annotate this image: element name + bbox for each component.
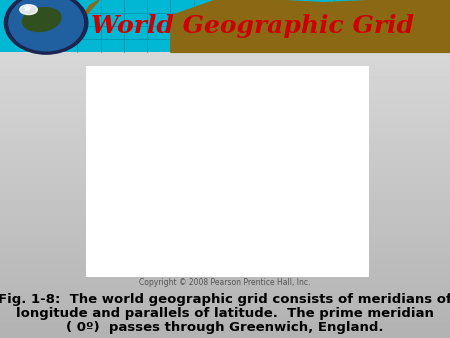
Polygon shape: [58, 0, 99, 37]
Text: 100°W: 100°W: [155, 176, 160, 199]
Text: 20°W: 20°W: [211, 176, 216, 195]
Polygon shape: [102, 89, 353, 257]
Polygon shape: [248, 131, 268, 158]
Text: 80°W: 80°W: [169, 176, 174, 195]
Text: 20°E: 20°E: [238, 176, 244, 192]
Text: San
Diego: San Diego: [136, 113, 157, 126]
Text: 60°N: 60°N: [232, 97, 251, 103]
Polygon shape: [236, 97, 302, 131]
Text: 40°W: 40°W: [197, 176, 202, 195]
Text: ( 0º)  passes through Greenwich, England.: ( 0º) passes through Greenwich, England.: [66, 321, 384, 334]
Text: North Pole: North Pole: [202, 75, 252, 84]
Text: longitude and parallels of latitude.  The prime meridian: longitude and parallels of latitude. The…: [16, 307, 434, 320]
Text: 60°W: 60°W: [183, 176, 188, 195]
Ellipse shape: [4, 0, 88, 54]
Polygon shape: [171, 0, 450, 52]
Text: 20°S: 20°S: [232, 198, 250, 204]
Bar: [0, 0, 450, 52]
Text: 20°N: 20°N: [232, 141, 251, 147]
Ellipse shape: [20, 5, 37, 15]
Polygon shape: [229, 93, 235, 102]
Text: Denver: Denver: [144, 112, 169, 118]
Text: 40°N: 40°N: [232, 116, 251, 122]
Text: 0°: 0°: [232, 170, 240, 176]
Polygon shape: [225, 99, 242, 117]
Polygon shape: [172, 158, 203, 237]
Text: Fig. 1-8:  The world geographic grid consists of meridians of: Fig. 1-8: The world geographic grid cons…: [0, 293, 450, 306]
Text: 80°N: 80°N: [232, 87, 251, 93]
Text: New York: New York: [191, 111, 223, 117]
Text: Santiago: Santiago: [189, 211, 220, 217]
Text: Equator: Equator: [237, 163, 271, 172]
Text: 60°S: 60°S: [232, 242, 250, 248]
Polygon shape: [211, 91, 223, 100]
Text: Greenwich: Greenwich: [230, 99, 267, 105]
Ellipse shape: [22, 7, 61, 31]
Text: 40°S: 40°S: [232, 223, 250, 230]
Polygon shape: [158, 100, 191, 158]
Ellipse shape: [9, 0, 83, 51]
Text: Lagos: Lagos: [232, 157, 252, 163]
Polygon shape: [216, 128, 256, 221]
Text: Prime Meridian: Prime Meridian: [237, 195, 248, 256]
Text: World Geographic Grid: World Geographic Grid: [90, 14, 414, 38]
Polygon shape: [160, 144, 172, 161]
Text: Copyright © 2008 Pearson Prentice Hall, Inc.: Copyright © 2008 Pearson Prentice Hall, …: [140, 279, 310, 287]
